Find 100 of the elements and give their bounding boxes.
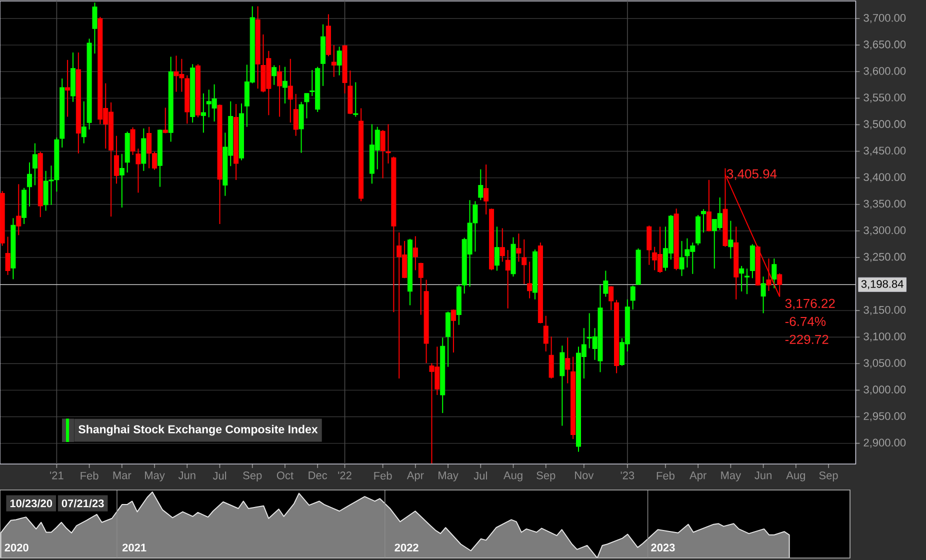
candlestick <box>282 66 288 104</box>
y-tick-label: 3,150.00 <box>864 306 906 316</box>
candlestick <box>288 58 293 124</box>
x-tick-label: 2020 <box>4 544 28 552</box>
y-tick-label: 2,900.00 <box>864 438 906 448</box>
y-tick-label: 3,600.00 <box>864 67 906 76</box>
y-tick-label: 3,650.00 <box>864 40 906 50</box>
candlestick <box>16 184 22 236</box>
candlestick <box>32 142 38 186</box>
x-tick-label: 2023 <box>651 544 675 552</box>
candlestick <box>130 126 136 156</box>
x-tick-label: Apr <box>406 472 424 482</box>
candlestick <box>603 270 608 298</box>
candlestick <box>418 262 424 316</box>
candlestick <box>336 46 342 76</box>
candlestick <box>760 276 766 314</box>
candlestick <box>200 92 206 134</box>
candlestick <box>739 265 744 292</box>
x-tick-label: Sep <box>243 472 262 482</box>
candlestick <box>505 250 510 309</box>
candlestick <box>543 315 548 352</box>
candlestick <box>81 100 86 144</box>
candlestick <box>114 135 119 184</box>
x-tick-label: Feb <box>80 472 98 480</box>
y-tick-label: 3,400.00 <box>864 173 906 182</box>
candlestick <box>728 220 734 260</box>
ref-line-label: 3,198.84 <box>861 280 904 290</box>
annotation: -6.74% <box>785 316 826 326</box>
candlestick <box>386 124 391 164</box>
candlestick <box>450 308 456 353</box>
x-tick-label: Mar <box>113 472 132 480</box>
x-tick-label: Jul <box>474 472 487 480</box>
x-tick-label: Apr <box>690 472 706 482</box>
y-tick-label: 3,100.00 <box>864 332 906 342</box>
annotation: -229.72 <box>785 334 828 344</box>
candlestick <box>766 258 772 292</box>
candlestick <box>646 225 652 266</box>
x-tick-label: Sep <box>819 472 838 482</box>
candlestick <box>560 345 565 426</box>
candlestick <box>412 236 418 271</box>
y-tick-label: 3,250.00 <box>864 252 906 262</box>
candlestick <box>272 64 277 86</box>
y-tick-label: 3,700.00 <box>864 14 906 24</box>
x-tick-label: '22 <box>338 472 352 480</box>
y-tick-label: 3,450.00 <box>864 146 906 156</box>
candlestick <box>478 168 484 201</box>
x-tick-label: May <box>721 472 742 482</box>
candlestick <box>744 268 750 295</box>
y-tick-label: 3,350.00 <box>864 200 906 209</box>
candlestick <box>92 2 98 54</box>
y-tick-label: 3,000.00 <box>864 386 906 395</box>
x-tick-label: Feb <box>656 472 674 480</box>
candlestick <box>548 336 554 380</box>
candlestick <box>608 286 614 311</box>
candlestick <box>565 337 570 384</box>
x-tick-label: Oct <box>276 472 294 480</box>
x-tick-label: 2021 <box>122 544 146 552</box>
annotation: 10/23/20 <box>10 499 52 508</box>
x-tick-label: '23 <box>620 472 634 480</box>
candlestick <box>380 130 386 179</box>
x-tick-label: '21 <box>50 472 64 480</box>
y-tick-label: 3,300.00 <box>864 226 906 236</box>
candlestick <box>679 240 684 277</box>
x-tick-label: May <box>438 472 458 482</box>
x-tick-label: Dec <box>308 472 328 480</box>
candlestick <box>500 228 505 262</box>
annotation: 07/21/23 <box>62 499 104 508</box>
candlestick <box>772 258 777 289</box>
candlestick <box>293 93 298 136</box>
candlestick <box>65 59 70 118</box>
candlestick <box>701 208 706 233</box>
x-tick-label: Jul <box>212 472 226 480</box>
candlestick <box>304 92 310 119</box>
candlestick <box>119 153 124 208</box>
candlestick <box>277 64 282 118</box>
candlestick <box>446 311 451 368</box>
legend-label: Shanghai Stock Exchange Composite Index <box>78 424 318 436</box>
y-tick-label: 3,050.00 <box>864 359 906 368</box>
x-tick-label: Jun <box>178 472 196 480</box>
candlestick <box>27 162 32 207</box>
x-tick-label: Feb <box>374 472 392 480</box>
x-tick-label: Nov <box>575 472 594 480</box>
y-tick-label: 3,550.00 <box>864 94 906 103</box>
x-tick-label: Jun <box>754 472 772 480</box>
candlestick <box>522 238 527 284</box>
y-tick-label: 3,500.00 <box>864 120 906 130</box>
x-tick-label: 2022 <box>394 544 418 552</box>
candlestick <box>5 236 10 276</box>
candlestick <box>484 164 489 215</box>
candlestick <box>136 148 141 194</box>
candlestick <box>630 285 636 310</box>
candlestick <box>706 179 712 232</box>
annotation: 3,405.94 <box>726 169 777 180</box>
candlestick <box>353 82 358 118</box>
x-tick-label: Aug <box>504 472 522 482</box>
candlestick <box>516 233 522 262</box>
candlestick <box>494 226 500 272</box>
y-tick-label: 2,950.00 <box>864 412 906 422</box>
x-tick-label: Sep <box>536 472 556 482</box>
candlestick <box>527 261 532 299</box>
